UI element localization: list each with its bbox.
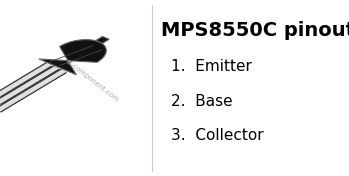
Text: 3.  Collector: 3. Collector (171, 128, 263, 143)
Text: el-component.com: el-component.com (65, 58, 120, 103)
Text: 1.  Emitter: 1. Emitter (171, 59, 252, 74)
Text: 2.  Base: 2. Base (171, 94, 233, 109)
Polygon shape (96, 36, 109, 43)
Text: MPS8550C pinout: MPS8550C pinout (161, 21, 349, 40)
Polygon shape (39, 40, 106, 75)
